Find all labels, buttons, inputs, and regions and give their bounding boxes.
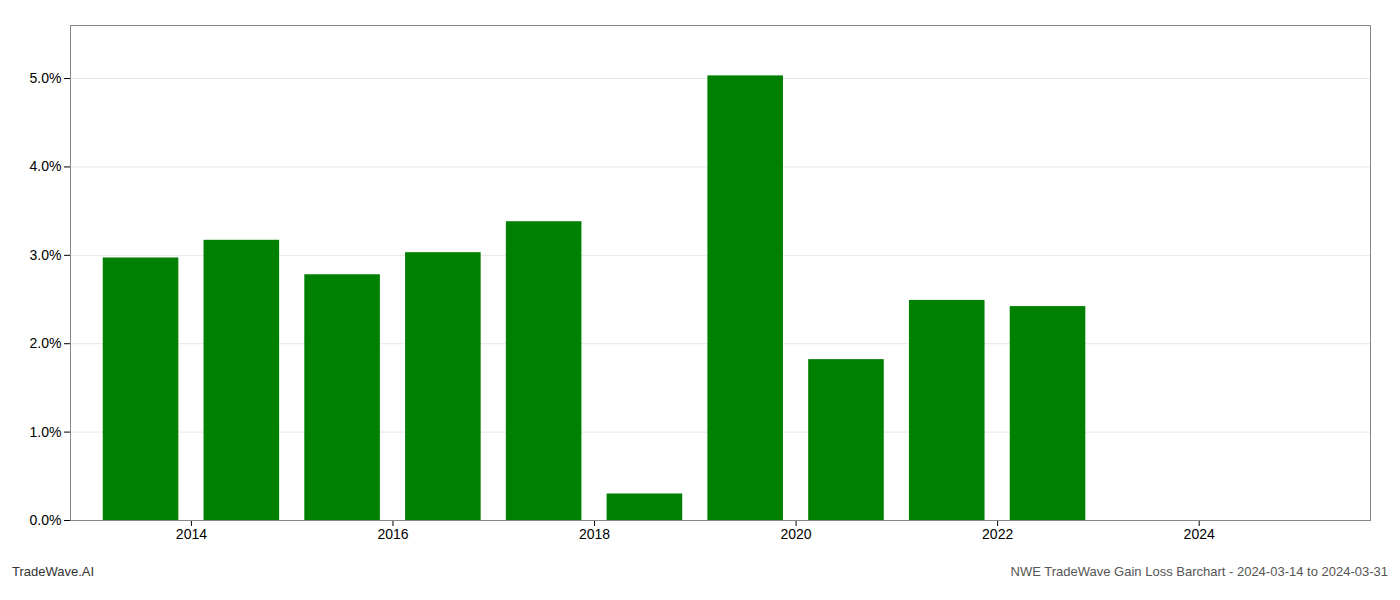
svg-text:2022: 2022 [982,526,1013,542]
svg-text:2014: 2014 [176,526,207,542]
svg-text:2016: 2016 [377,526,408,542]
svg-text:2018: 2018 [579,526,610,542]
svg-text:2.0%: 2.0% [30,335,62,351]
svg-text:2024: 2024 [1184,526,1215,542]
svg-text:5.0%: 5.0% [30,70,62,86]
html-text:TradeWave.AI: TradeWave.AI [12,564,95,579]
svg-text:0.0%: 0.0% [30,512,62,528]
html-text:NWE TradeWave Gain Loss Barcha: NWE TradeWave Gain Loss Barchart - 2024-… [1010,564,1388,579]
svg-text:1.0%: 1.0% [30,424,62,440]
svg-text:2020: 2020 [781,526,812,542]
svg-text:4.0%: 4.0% [30,158,62,174]
svg-text:3.0%: 3.0% [30,247,62,263]
